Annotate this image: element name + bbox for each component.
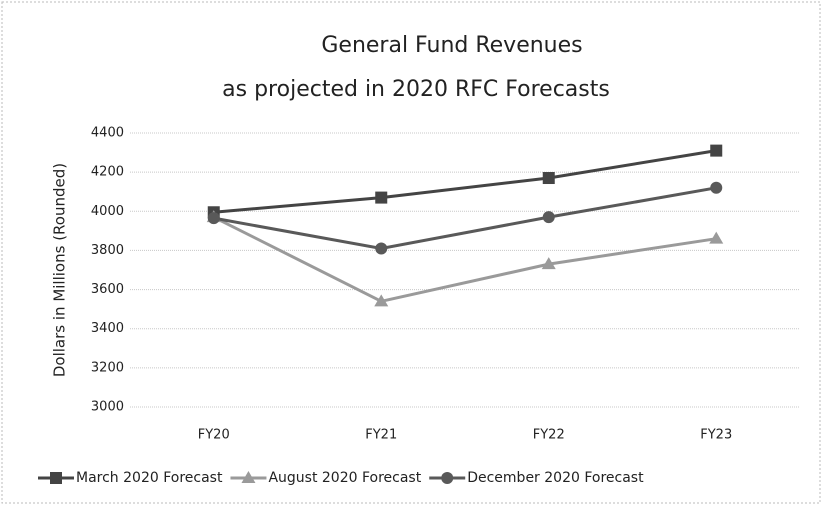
chart-title: General Fund Revenues (321, 33, 582, 58)
marker (541, 257, 556, 270)
x-tick-label: FY21 (365, 428, 397, 443)
marker (710, 181, 723, 194)
marker (241, 471, 256, 483)
y-tick-label: 3200 (91, 360, 124, 375)
marker (709, 231, 724, 244)
marker (375, 242, 388, 255)
series-line (213, 149, 717, 214)
chart-subtitle: as projected in 2020 RFC Forecasts (222, 77, 610, 102)
legend-label: March 2020 Forecast (76, 470, 223, 486)
marker (441, 472, 454, 484)
y-tick-label: 4200 (91, 165, 124, 180)
marker (374, 294, 389, 307)
y-tick-label: 4400 (91, 126, 124, 141)
marker (542, 211, 555, 224)
y-tick-label: 3800 (91, 243, 124, 258)
series-line (213, 215, 717, 303)
y-tick-label: 3600 (91, 282, 124, 297)
legend-label: December 2020 Forecast (467, 470, 644, 486)
y-tick-label: 3000 (91, 400, 124, 415)
x-tick-label: FY20 (198, 428, 230, 443)
x-tick-label: FY22 (533, 428, 565, 443)
y-tick-label: 4000 (91, 204, 124, 219)
x-tick-label: FY23 (700, 428, 732, 443)
y-axis-label: Dollars in Millions (Rounded) (51, 163, 69, 377)
y-tick-label: 3400 (91, 321, 124, 336)
marker (710, 144, 723, 157)
marker (542, 172, 555, 185)
marker (50, 472, 62, 484)
legend-label: August 2020 Forecast (268, 470, 421, 486)
marker (207, 212, 220, 225)
marker (375, 191, 388, 204)
series-line (213, 186, 717, 250)
